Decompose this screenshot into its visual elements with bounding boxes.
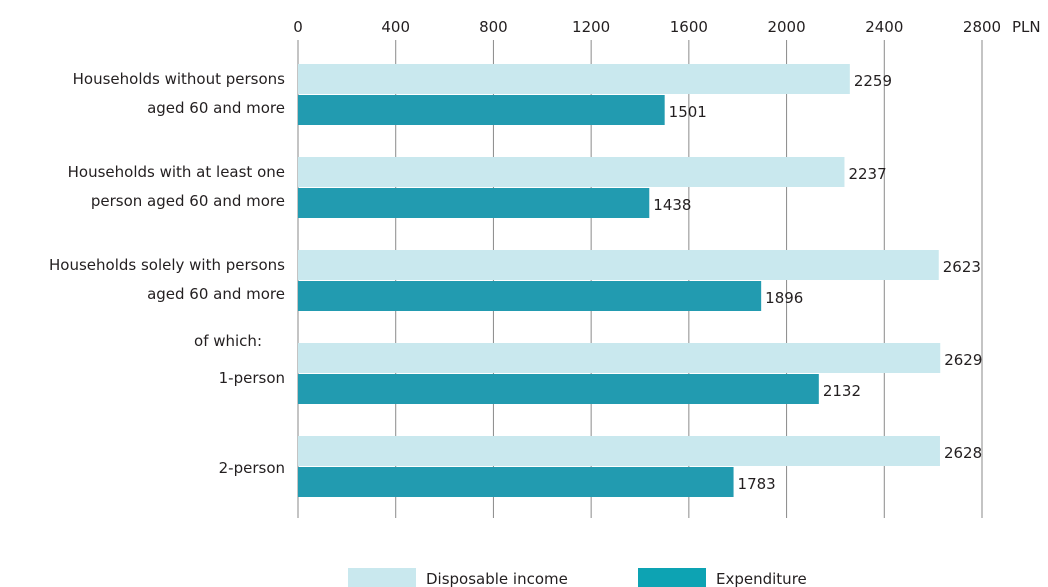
bar-expenditure <box>298 95 665 125</box>
x-axis: 0 400 800 1200 1600 2000 2400 2800 PLN <box>293 18 1040 36</box>
tick-label: 800 <box>479 18 508 36</box>
legend-label: Disposable income <box>426 570 568 587</box>
legend-swatch <box>348 568 416 587</box>
value-label: 2259 <box>854 72 892 90</box>
value-label: 1438 <box>653 196 691 214</box>
value-label: 2628 <box>944 444 982 462</box>
value-label: 2623 <box>943 258 981 276</box>
unit-label: PLN <box>1012 18 1041 36</box>
category-label: Households without persons <box>73 70 286 88</box>
bar-expenditure <box>298 467 734 497</box>
value-label: 1896 <box>765 289 803 307</box>
tick-label: 2000 <box>767 18 805 36</box>
legend-label: Expenditure <box>716 570 807 587</box>
bar-disposable-income <box>298 436 940 466</box>
legend: Disposable income Expenditure <box>348 568 807 587</box>
bar-expenditure <box>298 188 650 218</box>
tick-label: 2800 <box>963 18 1001 36</box>
tick-label: 2400 <box>865 18 903 36</box>
category-label: person aged 60 and more <box>91 192 285 210</box>
value-label: 1501 <box>669 103 707 121</box>
bar-expenditure <box>298 281 762 311</box>
bar-disposable-income <box>298 250 939 280</box>
value-label: 2629 <box>944 351 982 369</box>
legend-swatch <box>638 568 706 587</box>
value-label: 2237 <box>848 165 886 183</box>
bar-disposable-income <box>298 343 941 373</box>
value-label: 2132 <box>823 382 861 400</box>
category-label: aged 60 and more <box>147 285 285 303</box>
bars: 2259 2237 2623 2629 2628 1501 1438 1896 2132 1783 <box>298 64 982 497</box>
value-label: 1783 <box>738 475 776 493</box>
tick-label: 1600 <box>670 18 708 36</box>
tick-label: 0 <box>293 18 303 36</box>
category-label: 1-person <box>219 369 285 387</box>
bar-disposable-income <box>298 157 845 187</box>
tick-label: 400 <box>381 18 410 36</box>
bar-expenditure <box>298 374 819 404</box>
category-label: 2-person <box>219 459 285 477</box>
subheading-label: of which: <box>194 332 262 350</box>
bar-disposable-income <box>298 64 850 94</box>
category-labels: Households without persons aged 60 and mo… <box>49 70 285 477</box>
tick-label: 1200 <box>572 18 610 36</box>
category-label: Households solely with persons <box>49 256 285 274</box>
category-label: Households with at least one <box>68 163 285 181</box>
category-label: aged 60 and more <box>147 99 285 117</box>
